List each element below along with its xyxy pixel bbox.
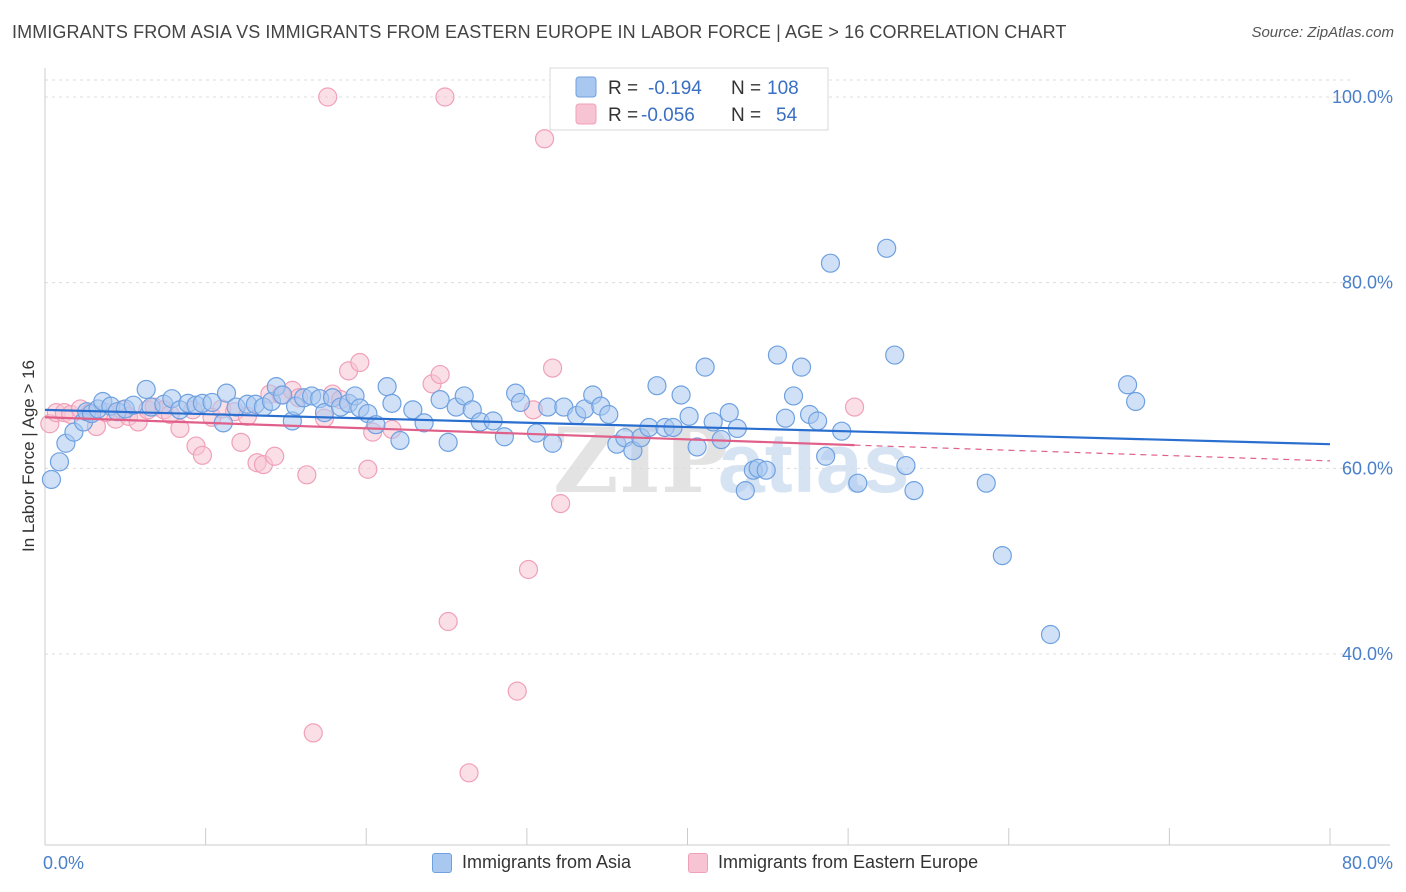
point-asia-0	[41, 469, 62, 490]
point-eeurope-45	[435, 87, 455, 107]
point-eeurope-46	[438, 611, 458, 632]
point-asia-82	[719, 403, 739, 423]
point-asia-98	[877, 238, 897, 258]
trend-line-asia	[44, 408, 1331, 446]
point-asia-84	[735, 481, 755, 501]
point-eeurope-44	[430, 364, 450, 385]
point-eeurope-48	[507, 681, 527, 701]
point-eeurope-49	[518, 559, 539, 580]
point-asia-99	[885, 345, 905, 365]
point-asia-88	[767, 345, 788, 365]
legend-n-label-asia: N =	[731, 78, 761, 99]
point-asia-30	[273, 385, 293, 405]
point-eeurope-47	[459, 763, 479, 783]
point-asia-93	[808, 411, 828, 431]
legend-r-label-asia: R =	[608, 78, 638, 99]
trend-lines	[44, 408, 1331, 462]
point-asia-46	[390, 430, 410, 451]
legend-n-value-asia: 108	[767, 78, 799, 99]
bottom-legend: Immigrants from Asia Immigrants from Eas…	[0, 852, 1406, 878]
legend-r-value-asia: -0.194	[648, 78, 702, 99]
point-asia-13	[136, 379, 156, 400]
y-tick-label-40: 40.0%	[1342, 644, 1393, 664]
point-asia-73	[647, 376, 667, 396]
legend-box: R = -0.194 N = 108 R = -0.056 N = 54	[549, 67, 829, 131]
bottom-legend-label-eeurope: Immigrants from Eastern Europe	[718, 852, 979, 872]
y-axis-label: In Labor Force | Age > 16	[19, 360, 38, 552]
x-tick-label-80: 80.0%	[1342, 853, 1393, 873]
legend-swatch-eeurope	[575, 103, 597, 125]
point-asia-56	[494, 427, 514, 447]
point-asia-80	[703, 412, 723, 432]
point-asia-60	[538, 397, 558, 417]
chart-title: IMMIGRANTS FROM ASIA VS IMMIGRANTS FROM …	[12, 22, 1067, 42]
legend-n-label-eeurope: N =	[731, 105, 761, 126]
point-asia-78	[687, 437, 707, 457]
point-eeurope-54	[844, 397, 865, 417]
point-asia-89	[775, 408, 796, 428]
source-credit: Source: ZipAtlas.com	[1251, 24, 1394, 41]
series-asia-points	[41, 238, 1146, 645]
bottom-legend-label-asia: Immigrants from Asia	[462, 852, 632, 872]
legend-r-value-eeurope: -0.056	[641, 105, 695, 126]
legend-swatch-asia	[575, 76, 597, 98]
point-eeurope-51	[534, 129, 555, 149]
point-asia-67	[599, 404, 619, 425]
bottom-legend-swatch-asia	[432, 852, 452, 873]
point-eeurope-28	[265, 446, 285, 466]
point-eeurope-53	[551, 494, 571, 514]
point-asia-76	[671, 385, 691, 405]
bottom-legend-eeurope: Immigrants from Eastern Europe	[688, 852, 978, 873]
point-eeurope-19	[192, 445, 213, 465]
point-asia-58	[510, 392, 531, 413]
point-asia-49	[430, 390, 450, 410]
point-asia-90	[783, 386, 804, 406]
point-asia-45	[382, 393, 402, 413]
point-asia-77	[679, 406, 699, 426]
legend-r-label-eeurope: R =	[608, 105, 638, 126]
point-eeurope-35	[318, 87, 338, 107]
point-asia-105	[1118, 375, 1138, 395]
axes	[44, 68, 1390, 846]
point-asia-103	[992, 545, 1012, 566]
point-asia-23	[216, 383, 237, 403]
point-asia-101	[904, 481, 924, 501]
x-tick-labels: 0.0% 80.0%	[43, 853, 1393, 873]
point-eeurope-52	[542, 358, 563, 378]
point-eeurope-23	[231, 432, 251, 452]
point-asia-87	[756, 460, 776, 480]
point-asia-79	[695, 357, 715, 377]
y-tick-label-80: 80.0%	[1342, 273, 1393, 293]
point-asia-61	[542, 433, 563, 453]
point-asia-72	[639, 417, 659, 438]
point-asia-94	[816, 446, 836, 466]
point-asia-97	[848, 473, 868, 493]
point-asia-91	[791, 357, 812, 377]
bottom-legend-swatch-eeurope	[688, 852, 708, 873]
point-asia-50	[438, 432, 458, 452]
point-asia-106	[1126, 391, 1146, 412]
point-asia-104	[1040, 624, 1061, 645]
trend-line-eeurope-extension	[854, 444, 1331, 462]
point-asia-21	[202, 392, 222, 413]
point-asia-100	[896, 455, 916, 476]
point-asia-95	[820, 253, 841, 273]
bottom-legend-asia: Immigrants from Asia	[432, 852, 631, 873]
y-tick-labels: 40.0% 60.0% 80.0% 100.0%	[1332, 87, 1393, 664]
point-eeurope-32	[297, 465, 317, 485]
y-tick-label-100: 100.0%	[1332, 87, 1393, 107]
point-eeurope-40	[358, 459, 378, 479]
point-asia-44	[377, 377, 397, 397]
legend-n-value-eeurope: 54	[776, 105, 798, 126]
point-eeurope-39	[350, 352, 370, 373]
point-asia-48	[414, 413, 434, 433]
point-eeurope-33	[303, 723, 323, 743]
point-asia-102	[976, 473, 996, 493]
x-tick-label-0: 0.0%	[43, 853, 84, 873]
point-asia-1	[49, 452, 70, 472]
x-tick-marks	[44, 828, 1331, 845]
trend-line-eeurope	[44, 416, 855, 447]
y-tick-label-60: 60.0%	[1342, 458, 1393, 478]
